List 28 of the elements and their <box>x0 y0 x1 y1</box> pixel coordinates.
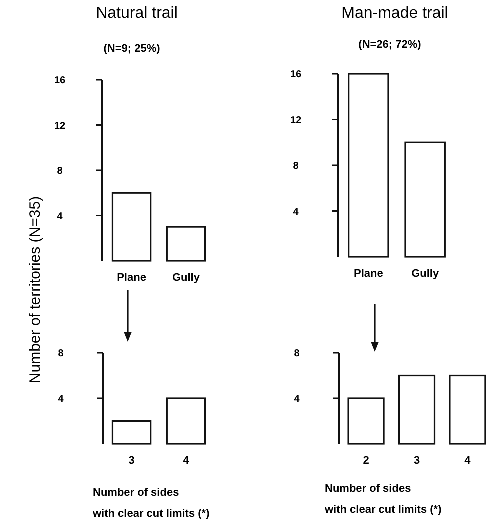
y-tick-label: 16 <box>54 76 66 86</box>
chart-subtitle: (N=9; 25%) <box>104 43 161 55</box>
y-tick-label: 12 <box>290 115 302 126</box>
x-tick-label: 4 <box>183 455 190 467</box>
y-tick-label: 4 <box>294 394 300 405</box>
x-tick-label: Plane <box>117 272 146 284</box>
x-tick-label: Gully <box>172 272 201 284</box>
x-tick-label: 2 <box>363 455 370 467</box>
y-tick-label: 4 <box>58 394 64 405</box>
chart-title: Natural trail <box>96 5 178 22</box>
x-tick-label: Plane <box>354 268 384 280</box>
y-tick-label: 8 <box>293 161 300 172</box>
chart-title: Man-made trail <box>342 5 448 22</box>
x-tick-label: 3 <box>128 455 135 467</box>
y-tick-label: 8 <box>57 166 64 177</box>
x-tick-label: Gully <box>412 268 440 280</box>
y-tick-label: 8 <box>58 348 64 360</box>
x-axis-title: Number of sides with clear cut limits (*) <box>324 483 442 516</box>
y-tick-label: 4 <box>293 206 300 218</box>
y-tick-label: 4 <box>57 211 64 222</box>
y-tick-label: 16 <box>290 70 302 80</box>
x-tick-label: 3 <box>414 455 420 467</box>
y-tick-label: 8 <box>294 348 300 360</box>
x-axis-title: Number of sides with clear cut limits (*) <box>92 487 210 520</box>
y-axis-title: Number of territories (N=35) <box>27 196 44 384</box>
x-tick-label: 4 <box>464 455 472 467</box>
chart-subtitle: (N=26; 72%) <box>358 39 422 51</box>
y-tick-label: 12 <box>54 120 66 132</box>
